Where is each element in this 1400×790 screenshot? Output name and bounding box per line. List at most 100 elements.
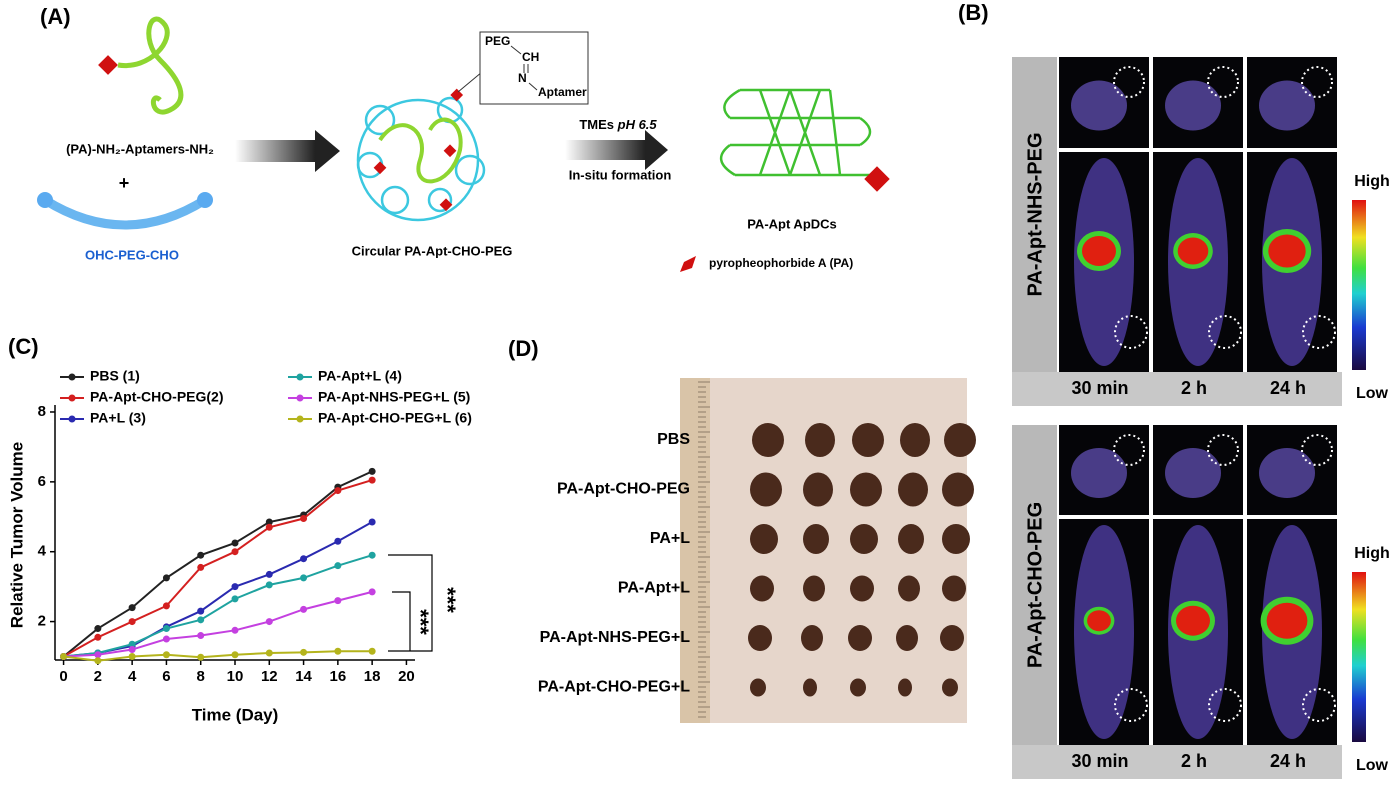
legend-marker bbox=[68, 394, 76, 402]
series-line bbox=[63, 479, 373, 658]
condition-text: pH 6.5 bbox=[617, 117, 658, 132]
x-tick-label: 6 bbox=[162, 668, 170, 685]
mouse-body bbox=[1071, 448, 1127, 498]
series-line bbox=[63, 521, 373, 658]
legend-marker bbox=[296, 415, 304, 423]
series-line bbox=[62, 470, 373, 658]
data-point bbox=[300, 574, 308, 582]
x-tick-label: 20 bbox=[398, 668, 415, 685]
scale-low: Low bbox=[1356, 385, 1389, 402]
peg-chain bbox=[42, 196, 208, 230]
row-label: PA+L bbox=[650, 530, 690, 547]
data-point bbox=[265, 618, 273, 626]
legend-marker bbox=[68, 373, 76, 381]
mouse-body bbox=[1165, 448, 1221, 498]
scale-high: High bbox=[1354, 545, 1390, 562]
data-point bbox=[60, 653, 68, 661]
row-label: PBS bbox=[657, 431, 690, 448]
panel-label: (D) bbox=[508, 336, 539, 361]
data-point bbox=[197, 616, 205, 624]
scale-low: Low bbox=[1356, 757, 1389, 774]
tumor bbox=[803, 472, 833, 507]
data-point bbox=[368, 647, 376, 655]
tumor-outline bbox=[1301, 66, 1333, 98]
inset-text: Aptamer bbox=[538, 85, 587, 99]
signal bbox=[1082, 236, 1116, 266]
pa-marker bbox=[443, 144, 457, 158]
legend-text: pyropheophorbide A (PA) bbox=[709, 256, 853, 270]
significance-bracket bbox=[392, 591, 411, 651]
tumor-outline bbox=[1113, 66, 1145, 98]
time-label: 2 h bbox=[1181, 751, 1207, 771]
data-point bbox=[231, 595, 239, 603]
inset-pointer bbox=[457, 71, 483, 93]
mouse-body bbox=[1071, 80, 1127, 131]
data-point bbox=[94, 633, 102, 641]
x-tick-label: 4 bbox=[128, 668, 137, 685]
data-point bbox=[128, 604, 136, 612]
tumor bbox=[801, 625, 823, 651]
signal bbox=[1087, 610, 1111, 632]
reactant-label: OHC-PEG-CHO bbox=[85, 247, 179, 262]
tumor-outline bbox=[1208, 315, 1242, 349]
tumor bbox=[750, 524, 778, 554]
aptamer-strand bbox=[117, 16, 184, 115]
x-tick-label: 14 bbox=[295, 668, 312, 685]
group-label: PA-Apt-CHO-PEG bbox=[1024, 502, 1046, 668]
legend-marker bbox=[68, 415, 76, 423]
tumor-outline bbox=[1207, 66, 1239, 98]
arrow bbox=[565, 140, 645, 160]
data-point bbox=[94, 657, 102, 665]
tumor bbox=[850, 575, 874, 602]
series-line bbox=[63, 590, 373, 658]
bond bbox=[510, 45, 522, 55]
tumor bbox=[803, 575, 825, 602]
ruler bbox=[680, 378, 710, 723]
tumor-outline bbox=[1114, 688, 1148, 722]
tumor bbox=[850, 678, 866, 697]
condition-label: TMEs pH 6.5 bbox=[579, 117, 657, 132]
tumor bbox=[898, 524, 924, 554]
tumor bbox=[803, 678, 817, 697]
data-point bbox=[300, 605, 308, 613]
signal bbox=[1266, 602, 1308, 639]
x-tick-label: 18 bbox=[364, 668, 381, 685]
data-point bbox=[334, 562, 342, 570]
panel-a: (A) (PA)-NH₂-Aptamers-NH₂ + OHC-PEG-CHO … bbox=[37, 4, 890, 272]
tumor bbox=[896, 625, 918, 651]
product-label: PA-Apt ApDCs bbox=[747, 216, 837, 231]
time-bar bbox=[1012, 372, 1342, 406]
time-label: 24 h bbox=[1270, 751, 1306, 771]
data-point bbox=[265, 518, 273, 526]
data-point bbox=[334, 537, 342, 545]
legend-marker bbox=[680, 256, 696, 272]
data-point bbox=[334, 647, 342, 655]
y-tick-label: 8 bbox=[38, 403, 46, 420]
pa-marker bbox=[864, 166, 890, 192]
arrow-head bbox=[645, 130, 668, 170]
signal bbox=[1177, 237, 1209, 265]
panel-label: (C) bbox=[8, 334, 39, 359]
tumor bbox=[852, 423, 884, 457]
inset-box bbox=[479, 31, 589, 105]
inset-text: N bbox=[518, 71, 527, 85]
x-tick-label: 8 bbox=[197, 668, 205, 685]
data-point bbox=[231, 626, 239, 634]
scale-high: High bbox=[1354, 173, 1390, 190]
row-label: PA-Apt-NHS-PEG+L bbox=[540, 629, 691, 646]
data-point bbox=[162, 651, 170, 659]
time-label: 2 h bbox=[1181, 378, 1207, 398]
color-bar bbox=[1352, 572, 1366, 742]
tumor bbox=[750, 575, 774, 602]
plus-sign: + bbox=[119, 173, 130, 193]
bond bbox=[528, 82, 538, 91]
data-point bbox=[197, 653, 205, 661]
tumor bbox=[748, 625, 772, 651]
tumor bbox=[942, 678, 958, 697]
tumor bbox=[752, 423, 784, 457]
tumor-outline bbox=[1301, 434, 1333, 466]
data-point bbox=[368, 476, 376, 484]
tumor-outline bbox=[1208, 688, 1242, 722]
y-axis-label: Relative Tumor Volume bbox=[7, 442, 26, 628]
tumor bbox=[850, 472, 882, 507]
